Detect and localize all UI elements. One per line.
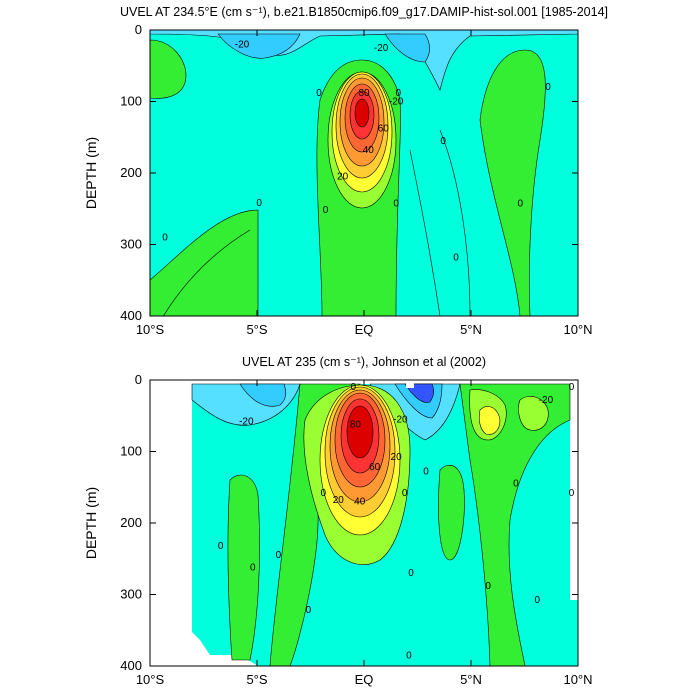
panel-top-title: UVEL AT 234.5°E (cm s⁻¹), b.e21.B1850cmi… <box>120 5 608 19</box>
y-tick-label: 200 <box>120 165 142 180</box>
contour-label: -20 <box>239 416 254 427</box>
contour-label: 0 <box>162 232 168 243</box>
y-tick-label: 400 <box>120 658 142 673</box>
contour-label: 0 <box>306 605 312 616</box>
euc-jet <box>327 71 397 209</box>
contour-label: 0 <box>408 568 414 579</box>
westward-core-sw <box>217 33 301 59</box>
euc-jet-observed <box>303 384 411 565</box>
contour-label: 0 <box>321 488 327 499</box>
y-tick-label: 100 <box>120 444 142 459</box>
contour-label: 0 <box>423 467 429 478</box>
y-tick-label: 300 <box>120 587 142 602</box>
contour-label: 0 <box>406 650 412 661</box>
x-tick-label: 10°S <box>136 322 165 337</box>
panel-bottom: UVEL AT 235 (cm s⁻¹), Johnson et al (200… <box>83 355 593 687</box>
contour-label: 0 <box>393 199 399 210</box>
contour-label: 20 <box>391 452 403 463</box>
contour-label: 0 <box>453 252 459 263</box>
contour-label: 0 <box>218 541 224 552</box>
contour-label: 20 <box>333 495 345 506</box>
contour-label: 0 <box>402 488 408 499</box>
contour-label: 0 <box>323 205 329 216</box>
contour-label: 0 <box>513 479 519 490</box>
contour-label: 0 <box>395 88 401 99</box>
y-tick-label: 0 <box>135 22 142 37</box>
contour-label: 80 <box>358 88 370 99</box>
contour-label: 0 <box>535 595 541 606</box>
x-tick-label: 5°S <box>246 672 267 687</box>
contour-label: -20 <box>539 395 554 406</box>
zero-contours <box>163 129 471 316</box>
contour-label: 0 <box>276 550 282 561</box>
y-tick-label: 0 <box>135 372 142 387</box>
contour-label: -20 <box>235 39 250 50</box>
x-tick-label: 5°N <box>460 672 482 687</box>
green-ne <box>479 49 546 316</box>
contour-label: 0 <box>316 88 322 99</box>
x-tick-label: 10°N <box>563 672 592 687</box>
x-tick-label: 5°S <box>246 322 267 337</box>
x-tick-label: EQ <box>355 672 374 687</box>
panel-top-ylabel: DEPTH (m) <box>83 137 99 209</box>
contour-label: 0 <box>485 581 491 592</box>
green-nw <box>150 39 187 99</box>
contour-label: 0 <box>517 199 523 210</box>
panel-bottom-contours <box>150 380 578 666</box>
panel-top-contours <box>150 30 578 316</box>
contour-label: 0 <box>569 488 575 499</box>
westward-core-west <box>239 383 287 407</box>
y-tick-label: 100 <box>120 94 142 109</box>
green-sw <box>150 209 259 316</box>
panel-bottom-title: UVEL AT 235 (cm s⁻¹), Johnson et al (200… <box>242 355 486 369</box>
contour-label: 60 <box>369 462 381 473</box>
x-tick-label: 5°N <box>460 322 482 337</box>
contour-label: 40 <box>354 497 366 508</box>
panel-top: UVEL AT 234.5°E (cm s⁻¹), b.e21.B1850cmi… <box>83 5 608 337</box>
green-west-strip <box>227 474 260 661</box>
contour-label: 0 <box>545 82 551 93</box>
contour-label: 0 <box>569 382 575 393</box>
x-tick-label: 10°N <box>563 322 592 337</box>
contour-label: -20 <box>393 414 408 425</box>
contour-label: 20 <box>337 172 349 183</box>
contour-label: 0 <box>250 562 256 573</box>
contour-label: 40 <box>363 145 375 156</box>
contour-label: 0 <box>440 136 446 147</box>
y-tick-label: 300 <box>120 237 142 252</box>
contour-label: 60 <box>378 124 390 135</box>
x-tick-label: 10°S <box>136 672 165 687</box>
no-data-notch <box>406 380 414 388</box>
x-tick-label: EQ <box>355 322 374 337</box>
lime-east-2 <box>518 396 549 431</box>
green-east <box>459 383 571 666</box>
y-tick-label: 200 <box>120 515 142 530</box>
green-east-blob <box>438 465 465 561</box>
contour-label: -20 <box>374 43 389 54</box>
panel-bottom-contour-labels: -20 -20 20 80 60 40 20 -20 0 0 0 0 0 0 0 0 0 0 0 0 0 0 0 <box>218 382 575 661</box>
y-tick-label: 400 <box>120 308 142 323</box>
contour-label: 0 <box>256 198 262 209</box>
contour-label: -20 <box>389 97 404 108</box>
contour-label: 80 <box>350 419 362 430</box>
yellow-east <box>478 406 501 435</box>
contour-label: 0 <box>351 382 357 393</box>
westward-core-east <box>404 383 434 403</box>
panel-bottom-ylabel: DEPTH (m) <box>83 487 99 559</box>
westward-core-ne <box>384 33 430 63</box>
